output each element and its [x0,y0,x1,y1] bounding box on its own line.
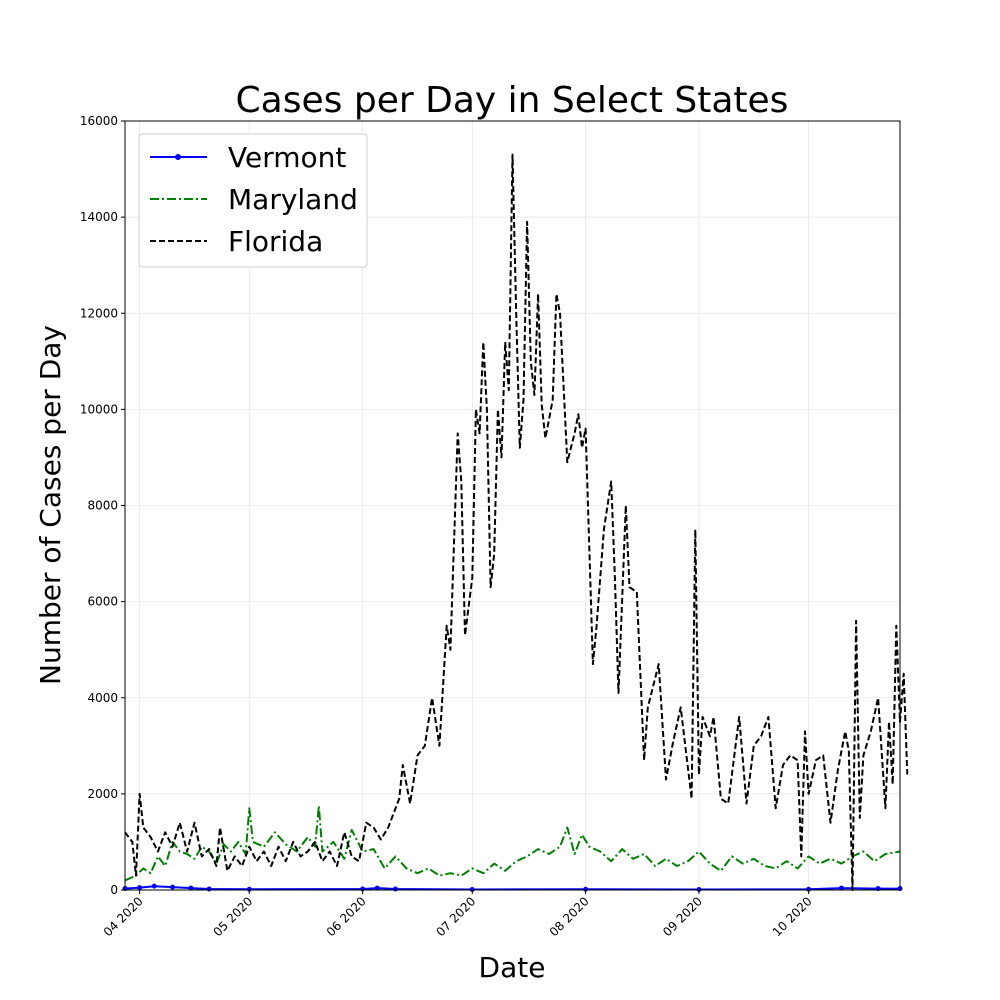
y-tick-label: 6000 [87,595,118,609]
x-axis-label: Date [479,951,546,984]
legend-label-vermont: Vermont [228,141,346,174]
y-tick-label: 14000 [80,210,118,224]
y-tick-label: 8000 [87,499,118,513]
data-point-vermont [206,886,212,892]
y-axis-label: Number of Cases per Day [34,325,67,685]
data-point-vermont [839,885,845,891]
series-line-maryland [124,804,901,882]
data-point-vermont [806,886,812,892]
y-tick-label: 4000 [87,691,118,705]
data-point-vermont [393,886,399,892]
data-point-vermont [170,884,176,890]
legend-label-florida: Florida [228,225,323,258]
data-point-vermont [137,885,143,891]
legend-box [138,133,368,268]
legend-label-maryland: Maryland [228,183,358,216]
y-tick-label: 16000 [80,114,118,128]
data-point-vermont [188,885,194,891]
data-point-vermont [151,883,157,889]
series-line-florida [124,153,909,891]
chart-title: Cases per Day in Select States [236,80,789,121]
data-point-vermont [374,885,380,891]
y-tick-label: 10000 [80,402,118,416]
y-tick-label: 0 [110,883,118,897]
data-point-vermont [583,886,589,892]
y-tick-label: 12000 [80,306,118,320]
data-point-vermont [246,886,252,892]
legend: Vermont Maryland Florida [138,133,368,268]
legend-marker-vermont [175,154,181,160]
y-tick-label: 2000 [87,787,118,801]
